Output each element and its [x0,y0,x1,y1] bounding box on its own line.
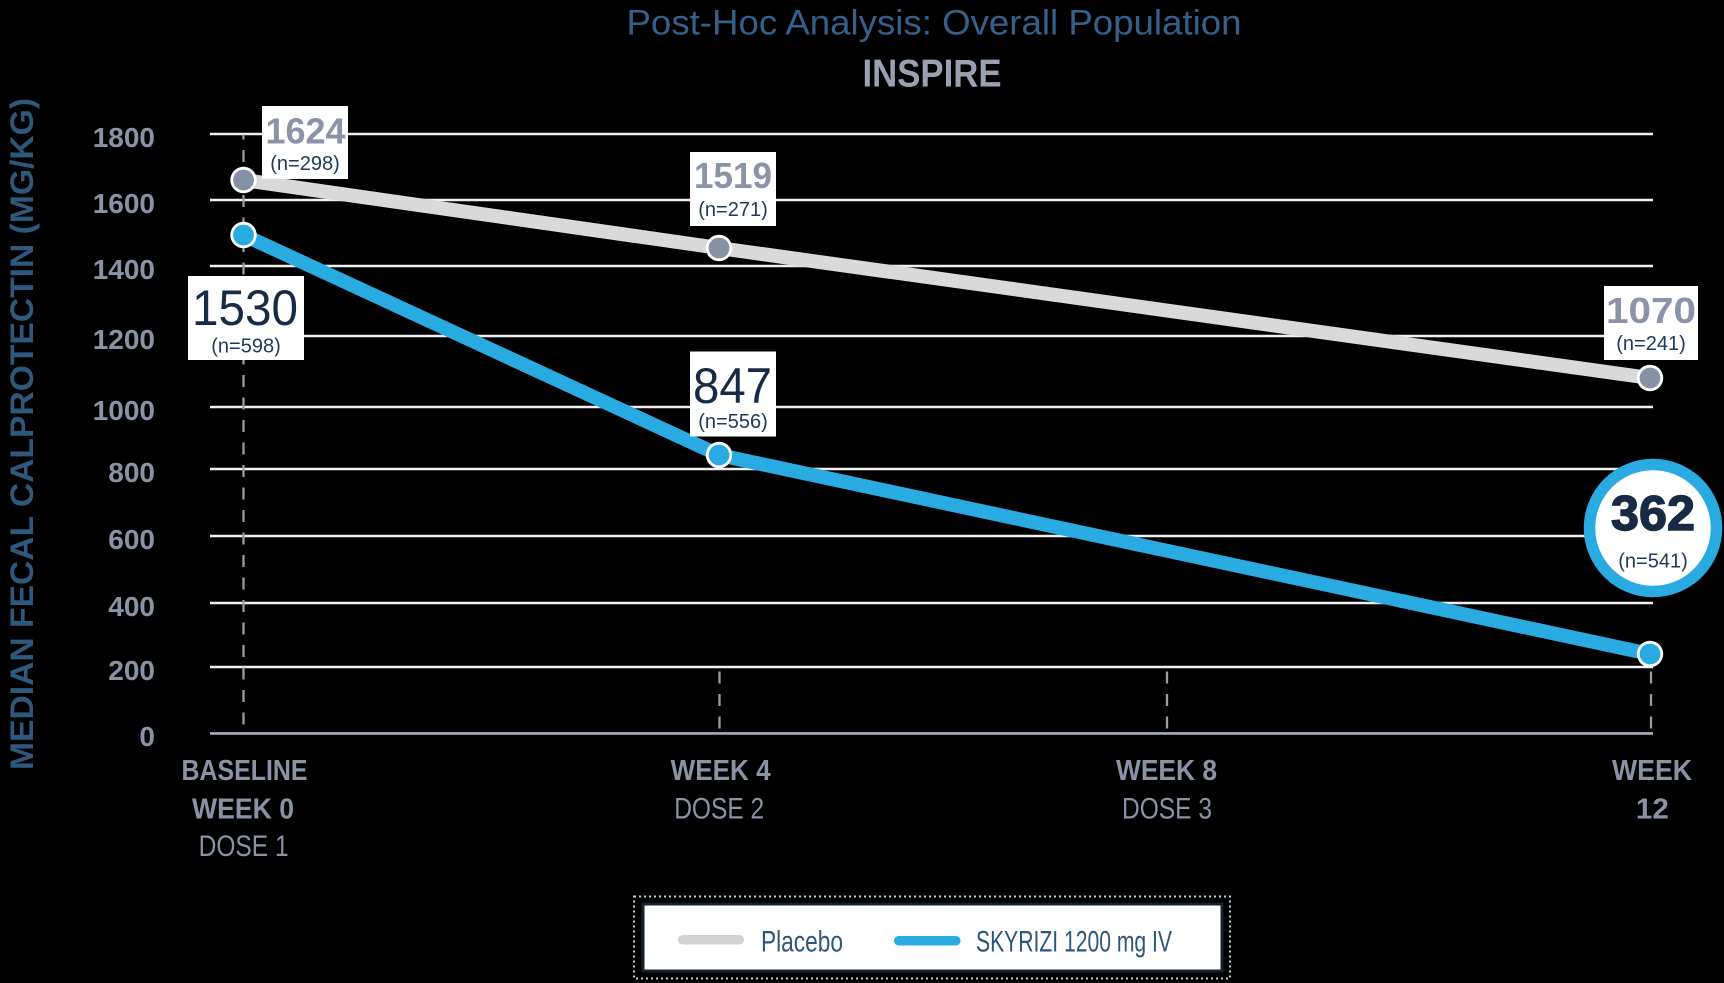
svg-text:200: 200 [108,655,155,686]
svg-text:SKYRIZI 1200 mg IV: SKYRIZI 1200 mg IV [976,926,1172,959]
svg-text:(n=271): (n=271) [698,199,768,221]
svg-text:WEEK: WEEK [1612,755,1692,787]
svg-text:800: 800 [108,457,155,488]
svg-text:(n=541): (n=541) [1618,551,1688,573]
svg-text:362: 362 [1611,487,1695,541]
svg-text:1530: 1530 [192,280,298,336]
svg-text:DOSE 3: DOSE 3 [1122,793,1212,826]
svg-text:WEEK 8: WEEK 8 [1116,755,1217,787]
svg-text:DOSE 1: DOSE 1 [199,830,289,863]
svg-text:1200: 1200 [93,324,155,355]
svg-text:(n=241): (n=241) [1616,333,1686,355]
svg-text:Placebo: Placebo [761,926,843,959]
svg-text:WEEK 4: WEEK 4 [671,755,771,787]
svg-text:0: 0 [139,721,155,752]
svg-text:1000: 1000 [93,395,155,426]
svg-text:1070: 1070 [1606,290,1696,331]
svg-text:1800: 1800 [93,122,155,153]
svg-text:(n=598): (n=598) [211,336,281,358]
svg-text:400: 400 [108,591,155,622]
svg-text:1400: 1400 [93,254,155,285]
svg-text:DOSE 2: DOSE 2 [674,793,764,826]
svg-text:(n=556): (n=556) [698,411,768,433]
svg-text:1624: 1624 [266,111,346,152]
svg-text:WEEK 0: WEEK 0 [192,794,294,826]
svg-text:Post-Hoc Analysis: Overall Pop: Post-Hoc Analysis: Overall Population [627,4,1242,43]
svg-text:1519: 1519 [694,155,772,196]
svg-text:BASELINE: BASELINE [182,755,308,787]
svg-text:1600: 1600 [93,188,155,219]
svg-text:12: 12 [1636,794,1669,826]
svg-text:MEDIAN FECAL CALPROTECTIN (MG/: MEDIAN FECAL CALPROTECTIN (MG/KG) [4,98,40,770]
svg-text:600: 600 [108,524,155,555]
svg-text:INSPIRE: INSPIRE [863,53,1002,96]
svg-text:847: 847 [693,358,772,414]
svg-text:(n=298): (n=298) [270,153,340,175]
